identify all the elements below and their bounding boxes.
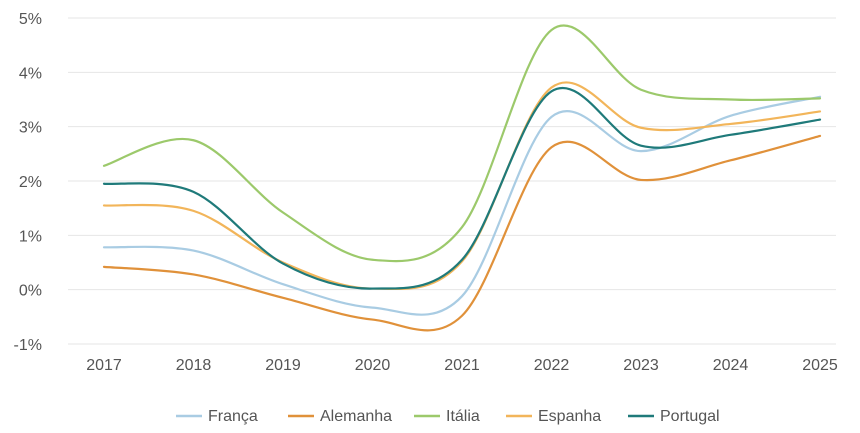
y-tick-label: 4% xyxy=(19,65,42,82)
series-line-portugal xyxy=(102,87,822,290)
legend-item-portugal: Portugal xyxy=(628,408,720,425)
x-tick-label: 2024 xyxy=(713,357,749,374)
x-tick-label: 2017 xyxy=(86,357,122,374)
legend-item-espanha: Espanha xyxy=(506,408,601,425)
y-tick-label: 2% xyxy=(19,174,42,191)
legend-label: Espanha xyxy=(538,408,601,425)
legend-label: Portugal xyxy=(660,408,720,425)
x-tick-label: 2023 xyxy=(623,357,659,374)
legend-item-franca: França xyxy=(176,408,258,425)
legend-label: França xyxy=(208,408,258,425)
x-tick-label: 2025 xyxy=(802,357,838,374)
legend-label: Alemanha xyxy=(320,408,392,425)
x-axis-ticks: 2017 2018 2019 2020 2021 2022 2023 2024 2025 xyxy=(86,357,838,374)
gridlines xyxy=(68,17,836,345)
series-line-italia xyxy=(102,24,822,263)
x-tick-label: 2021 xyxy=(444,357,480,374)
y-tick-label: 5% xyxy=(19,11,42,28)
legend-label: Itália xyxy=(446,408,480,425)
y-axis-ticks: 5% 4% 3% 2% 1% 0% -1% xyxy=(14,11,42,354)
series-line-espanha xyxy=(102,81,822,291)
x-tick-label: 2022 xyxy=(534,357,570,374)
legend-item-alemanha: Alemanha xyxy=(288,408,392,425)
x-tick-label: 2020 xyxy=(355,357,391,374)
series-lines xyxy=(102,24,822,332)
series-line-alemanha xyxy=(102,134,822,332)
y-tick-label: 0% xyxy=(19,283,42,300)
x-tick-label: 2019 xyxy=(265,357,301,374)
series-line-franca xyxy=(102,95,822,316)
legend-item-italia: Itália xyxy=(414,408,480,425)
y-tick-label: -1% xyxy=(14,337,42,354)
legend: França Alemanha Itália Espanha Portugal xyxy=(176,408,720,425)
x-tick-label: 2018 xyxy=(176,357,212,374)
y-tick-label: 3% xyxy=(19,120,42,137)
y-tick-label: 1% xyxy=(19,228,42,245)
